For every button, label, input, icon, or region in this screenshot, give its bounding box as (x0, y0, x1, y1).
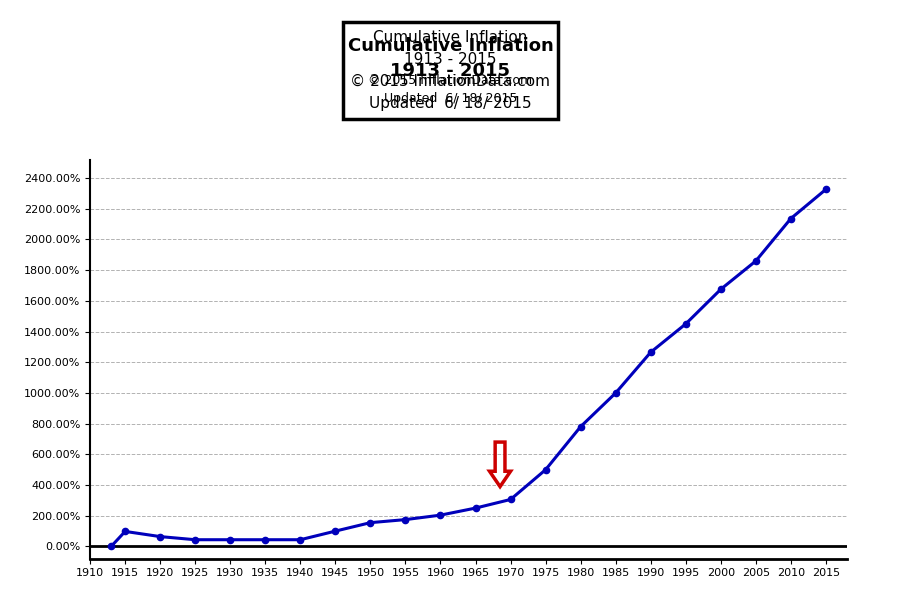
Text: Cumulative Inflation
1913 - 2015
© 2015 InflationData.com
Updated  6/ 18/ 2015: Cumulative Inflation 1913 - 2015 © 2015 … (350, 30, 551, 111)
Text: © 2015 InflationData.com
Updated  6/ 18/ 2015: © 2015 InflationData.com Updated 6/ 18/ … (369, 74, 532, 104)
Text: Cumulative Inflation
1913 - 2015: Cumulative Inflation 1913 - 2015 (348, 37, 553, 80)
